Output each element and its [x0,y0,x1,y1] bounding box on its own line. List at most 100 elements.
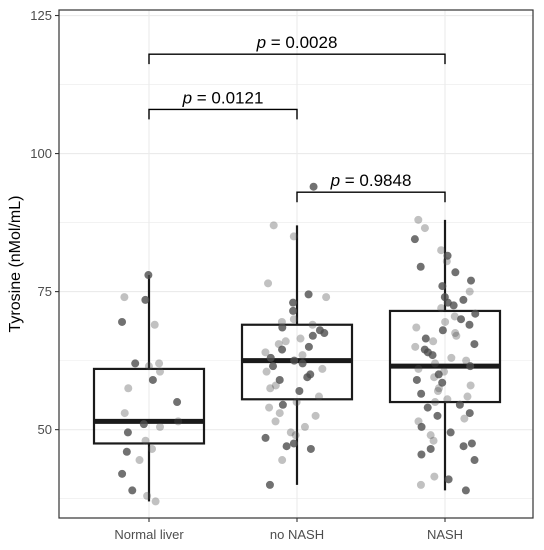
data-point [318,364,327,373]
data-point [320,329,329,338]
data-point [269,362,278,371]
data-point [426,431,435,440]
data-point [141,295,150,304]
data-point [278,400,287,409]
data-point [431,359,440,368]
y-tick-label: 100 [30,146,52,161]
data-point [281,337,290,346]
data-point [298,351,307,360]
x-tick-label: Normal liver [114,527,184,542]
data-point [412,375,421,384]
data-point [459,295,468,304]
data-point [304,342,313,351]
data-point [438,326,447,335]
data-point [271,417,280,426]
data-point [417,450,426,459]
y-tick-label: 75 [38,284,52,299]
data-point [309,182,318,191]
data-point [124,384,133,393]
significance-bracket [296,191,446,203]
data-point [155,359,164,368]
data-point [416,480,425,489]
data-point [261,433,270,442]
data-point [417,422,426,431]
p-value-label: p = 0.9848 [330,171,412,190]
data-point [148,375,157,384]
data-point [465,409,474,418]
data-point [266,384,275,393]
data-point [466,381,475,390]
significance-bracket [148,53,446,65]
data-point [411,342,420,351]
data-point [414,215,423,224]
data-point [416,262,425,271]
box [388,309,502,404]
data-point [438,282,447,291]
data-point [463,392,472,401]
y-tick-label: 125 [30,8,52,23]
data-point [118,317,127,326]
data-point [433,411,442,420]
data-point [173,398,182,407]
data-point [289,439,298,448]
data-point [430,472,439,481]
data-point [148,444,157,453]
data-point [446,428,455,437]
data-point [430,373,439,382]
p-value-label: p = 0.0121 [182,88,264,107]
data-point [303,373,312,382]
data-point [421,334,430,343]
p-value-label: p = 0.0028 [256,33,338,52]
data-point [150,320,159,329]
data-point [278,323,287,332]
data-point [470,456,479,465]
data-point [465,320,474,329]
data-point [461,486,470,495]
data-point [155,422,164,431]
box [92,367,206,445]
data-point [120,293,129,302]
data-point [308,320,317,329]
data-point [447,353,456,362]
data-point [451,268,460,277]
y-tick-label: 50 [38,422,52,437]
data-point [466,362,475,371]
data-point [311,411,320,420]
data-point [286,428,295,437]
data-point [275,375,284,384]
data-point [122,447,131,456]
data-point [143,491,152,500]
data-point [275,409,284,418]
data-point [120,409,129,418]
data-point [265,403,274,412]
data-point [295,387,304,395]
data-point [265,480,274,489]
panel-border [58,9,534,519]
data-point [289,298,298,307]
data-point [131,359,140,368]
data-point [426,444,435,453]
data-point [431,398,440,407]
data-point [174,417,183,426]
data-point [298,359,307,368]
data-point [292,398,301,407]
data-point [412,323,421,332]
data-point [278,456,287,465]
data-point [304,290,313,299]
y-axis-title: Tyrosine (nMol/mL) [7,196,24,333]
data-point [460,414,469,423]
data-point [291,431,300,440]
data-point [118,469,127,478]
data-point [429,436,438,445]
x-tick-label: no NASH [270,527,324,542]
data-point [467,276,476,285]
data-point [455,400,464,409]
data-point [444,475,453,484]
data-point [128,486,137,495]
significance-bracket [148,108,298,120]
data-point [156,367,165,376]
data-point [450,312,459,321]
data-point [451,329,460,338]
data-point [443,395,452,404]
data-point [470,340,479,349]
